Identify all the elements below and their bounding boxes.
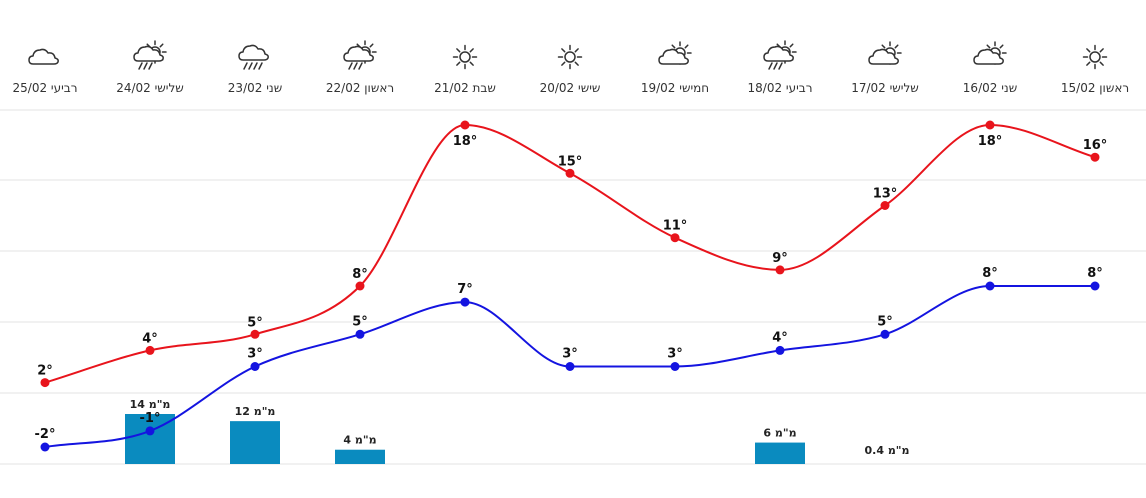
data-point-max bbox=[775, 265, 785, 275]
data-point-min bbox=[880, 329, 890, 339]
partly-cloudy-icon bbox=[868, 41, 902, 65]
day-label: שני 23/02 bbox=[228, 81, 282, 95]
data-point-min bbox=[670, 362, 680, 371]
temperature-label: 4° bbox=[772, 330, 788, 345]
sun-rain-icon bbox=[343, 40, 377, 70]
day-label: רביעי 18/02 bbox=[748, 81, 813, 95]
data-point-min bbox=[985, 281, 995, 291]
data-point-max bbox=[985, 120, 995, 130]
precipitation-bars: 6 מ"מ 4 מ"מ 12 מ"מ 14 מ"מ 0.4 מ"מ bbox=[125, 398, 909, 464]
precipitation-bar bbox=[755, 442, 805, 464]
temperature-label: 13° bbox=[873, 187, 898, 202]
precipitation-label: 4 מ"מ bbox=[343, 434, 376, 447]
data-point-max bbox=[250, 329, 260, 339]
temperature-label: 2° bbox=[37, 364, 53, 379]
temperature-lines bbox=[40, 120, 1100, 452]
sun-icon bbox=[452, 44, 478, 70]
data-point-max bbox=[460, 120, 470, 130]
precipitation-label: 14 מ"מ bbox=[130, 398, 171, 411]
temperature-label: -2° bbox=[35, 427, 56, 442]
data-point-min bbox=[355, 329, 365, 339]
day-label: שלישי 24/02 bbox=[116, 81, 184, 95]
temperature-label: 5° bbox=[352, 314, 368, 329]
rain-icon bbox=[238, 44, 269, 70]
day-label: שלישי 17/02 bbox=[851, 81, 919, 95]
day-label: שני 16/02 bbox=[963, 81, 1017, 95]
precipitation-label: 0.4 מ"מ bbox=[865, 444, 910, 457]
sun-icon bbox=[1082, 44, 1108, 70]
temperature-label: 18° bbox=[453, 134, 478, 149]
partly-cloudy-icon bbox=[658, 41, 692, 65]
data-point-min bbox=[250, 362, 260, 371]
data-point-max bbox=[880, 201, 890, 210]
temperature-label: 8° bbox=[1087, 266, 1103, 281]
sun-icon bbox=[557, 44, 583, 70]
precipitation-bar bbox=[335, 449, 385, 464]
precipitation-label: 6 מ"מ bbox=[763, 427, 796, 440]
temperature-label: 16° bbox=[1083, 138, 1108, 153]
data-point-max bbox=[670, 233, 680, 243]
grid-lines bbox=[0, 109, 1146, 465]
temperature-label: 5° bbox=[877, 314, 893, 329]
day-label: שבת 21/02 bbox=[434, 81, 496, 95]
temperature-label: 15° bbox=[558, 154, 583, 169]
data-point-max bbox=[1090, 152, 1100, 162]
data-point-min bbox=[775, 345, 785, 355]
temperature-label: 5° bbox=[247, 315, 263, 330]
temperature-label: 3° bbox=[562, 347, 578, 362]
temperature-label: 8° bbox=[352, 267, 368, 282]
precipitation-bar bbox=[230, 421, 280, 464]
temperature-label: 4° bbox=[142, 331, 158, 346]
day-label: חמישי 19/02 bbox=[641, 81, 709, 95]
day-label: רביעי 25/02 bbox=[13, 81, 78, 95]
temperature-label: 18° bbox=[978, 134, 1003, 149]
data-point-min bbox=[460, 297, 470, 307]
data-point-max bbox=[145, 345, 155, 355]
temperature-label: -1° bbox=[140, 411, 161, 426]
day-label: ראשון 22/02 bbox=[326, 81, 394, 95]
data-point-min bbox=[40, 442, 50, 452]
partly-cloudy-icon bbox=[973, 41, 1007, 65]
temperature-label: 11° bbox=[663, 219, 688, 234]
temperature-label: 9° bbox=[772, 251, 788, 266]
data-point-min bbox=[565, 362, 575, 371]
temperature-label: 8° bbox=[982, 266, 998, 281]
cloud-icon bbox=[28, 48, 59, 65]
day-label: שישי 20/02 bbox=[540, 81, 601, 95]
data-point-max bbox=[565, 168, 575, 178]
temperature-label: 7° bbox=[457, 282, 473, 297]
sun-rain-icon bbox=[763, 40, 797, 70]
data-point-min bbox=[1090, 281, 1100, 291]
temperature-label: 3° bbox=[247, 347, 263, 362]
day-label: ראשון 15/02 bbox=[1061, 81, 1129, 95]
data-point-min bbox=[145, 426, 155, 436]
sun-rain-icon bbox=[133, 40, 167, 70]
data-point-max bbox=[355, 281, 365, 291]
day-headers: ראשון 15/02 שני 16/02 שלישי 17/02 רביעי 18/… bbox=[13, 40, 1129, 95]
data-labels: 16° 18° 13° 9° 11° 15° 18° 8° 5° 4° 2° 8° 8° 5° 4° 3° 3°… bbox=[35, 134, 1108, 442]
data-point-max bbox=[40, 378, 50, 388]
precipitation-label: 12 מ"מ bbox=[235, 405, 276, 418]
temperature-label: 3° bbox=[667, 347, 683, 362]
